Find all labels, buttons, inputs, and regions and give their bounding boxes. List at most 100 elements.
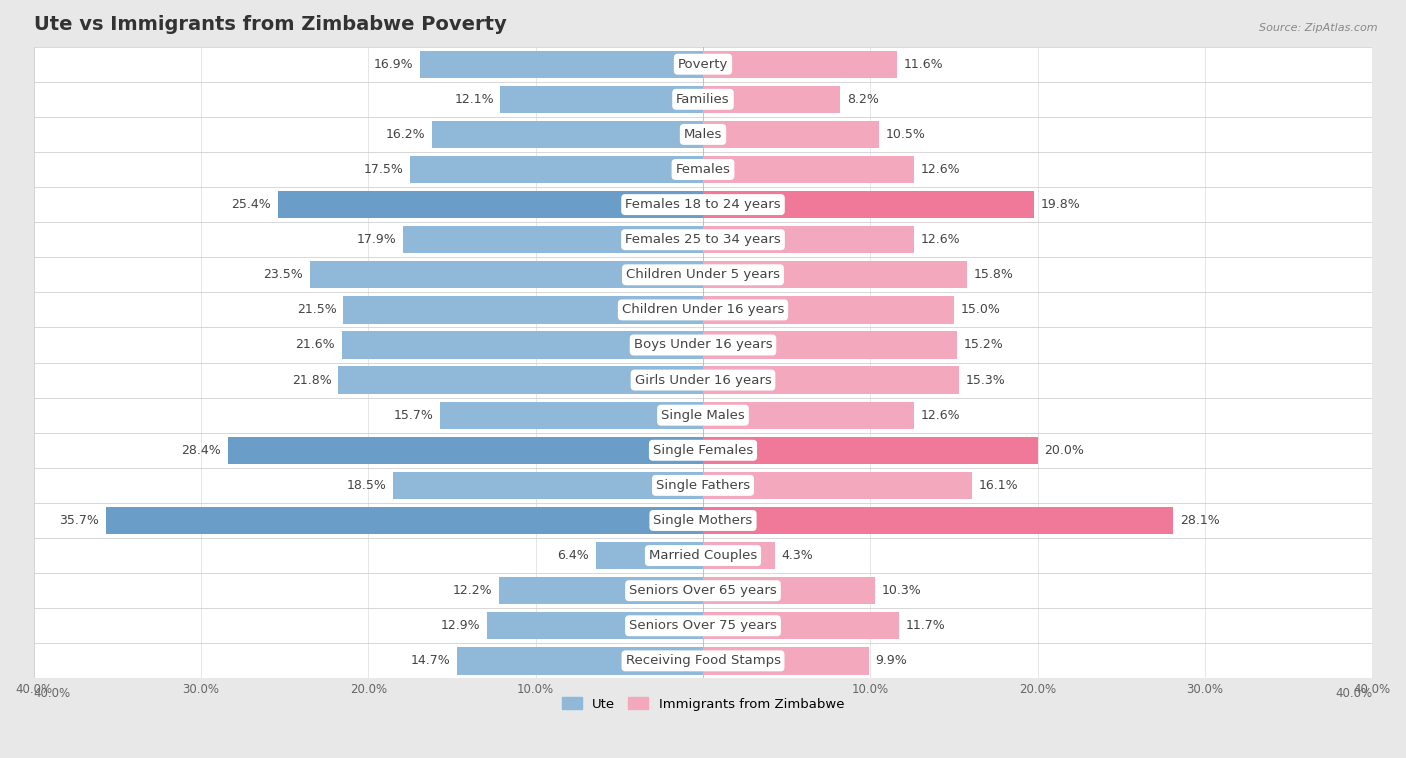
Bar — [228, 437, 703, 464]
Text: 40.0%: 40.0% — [1336, 688, 1372, 700]
Text: 19.8%: 19.8% — [1040, 198, 1081, 211]
Text: 18.5%: 18.5% — [347, 479, 387, 492]
Bar — [34, 293, 1372, 327]
Bar — [457, 647, 703, 675]
Bar — [703, 366, 959, 393]
Bar — [703, 121, 879, 148]
Text: Children Under 16 years: Children Under 16 years — [621, 303, 785, 316]
Text: Females 25 to 34 years: Females 25 to 34 years — [626, 233, 780, 246]
Bar — [703, 191, 1035, 218]
Bar — [34, 362, 1372, 398]
Text: 9.9%: 9.9% — [876, 654, 907, 667]
Text: 15.0%: 15.0% — [960, 303, 1001, 316]
Text: 15.7%: 15.7% — [394, 409, 433, 421]
Text: Married Couples: Married Couples — [650, 549, 756, 562]
Text: Males: Males — [683, 128, 723, 141]
Text: 15.3%: 15.3% — [966, 374, 1005, 387]
Text: 40.0%: 40.0% — [34, 688, 70, 700]
Text: Children Under 5 years: Children Under 5 years — [626, 268, 780, 281]
Bar — [420, 51, 703, 78]
Text: 11.6%: 11.6% — [904, 58, 943, 70]
Text: 6.4%: 6.4% — [557, 549, 589, 562]
Text: 12.6%: 12.6% — [921, 163, 960, 176]
Text: Seniors Over 65 years: Seniors Over 65 years — [628, 584, 778, 597]
Text: 4.3%: 4.3% — [782, 549, 814, 562]
Bar — [501, 86, 703, 113]
Text: Families: Families — [676, 92, 730, 106]
Text: Single Females: Single Females — [652, 443, 754, 457]
Bar — [309, 261, 703, 289]
Bar — [703, 471, 973, 499]
Bar — [342, 331, 703, 359]
Text: 12.6%: 12.6% — [921, 409, 960, 421]
Bar — [34, 573, 1372, 608]
Bar — [105, 507, 703, 534]
Bar — [703, 437, 1038, 464]
Bar — [703, 261, 967, 289]
Text: 25.4%: 25.4% — [232, 198, 271, 211]
Text: 23.5%: 23.5% — [263, 268, 304, 281]
Bar — [34, 468, 1372, 503]
Text: 16.2%: 16.2% — [385, 128, 425, 141]
Bar — [278, 191, 703, 218]
Text: 28.1%: 28.1% — [1180, 514, 1220, 527]
Bar — [703, 612, 898, 640]
Bar — [703, 577, 876, 604]
Bar — [486, 612, 703, 640]
Text: 21.8%: 21.8% — [291, 374, 332, 387]
Text: Girls Under 16 years: Girls Under 16 years — [634, 374, 772, 387]
Bar — [703, 156, 914, 183]
Bar — [34, 608, 1372, 644]
Bar — [34, 222, 1372, 257]
Bar — [34, 433, 1372, 468]
Text: Receiving Food Stamps: Receiving Food Stamps — [626, 654, 780, 667]
Text: 20.0%: 20.0% — [1045, 443, 1084, 457]
Text: 35.7%: 35.7% — [59, 514, 98, 527]
Text: Females: Females — [675, 163, 731, 176]
Bar — [596, 542, 703, 569]
Text: 17.9%: 17.9% — [357, 233, 396, 246]
Bar — [34, 398, 1372, 433]
Text: Poverty: Poverty — [678, 58, 728, 70]
Text: 12.6%: 12.6% — [921, 233, 960, 246]
Text: Ute vs Immigrants from Zimbabwe Poverty: Ute vs Immigrants from Zimbabwe Poverty — [34, 15, 506, 34]
Text: 8.2%: 8.2% — [846, 92, 879, 106]
Bar — [34, 257, 1372, 293]
Text: 15.2%: 15.2% — [965, 339, 1004, 352]
Text: Single Fathers: Single Fathers — [657, 479, 749, 492]
Text: 17.5%: 17.5% — [364, 163, 404, 176]
Bar — [34, 117, 1372, 152]
Bar — [432, 121, 703, 148]
Text: Boys Under 16 years: Boys Under 16 years — [634, 339, 772, 352]
Text: 16.1%: 16.1% — [979, 479, 1019, 492]
Text: 21.5%: 21.5% — [297, 303, 336, 316]
Bar — [440, 402, 703, 429]
Bar — [703, 507, 1173, 534]
Text: 12.9%: 12.9% — [441, 619, 481, 632]
Text: 11.7%: 11.7% — [905, 619, 945, 632]
Bar — [34, 82, 1372, 117]
Bar — [703, 647, 869, 675]
Bar — [34, 47, 1372, 82]
Text: Single Mothers: Single Mothers — [654, 514, 752, 527]
Text: 15.8%: 15.8% — [974, 268, 1014, 281]
Bar — [34, 644, 1372, 678]
Text: Seniors Over 75 years: Seniors Over 75 years — [628, 619, 778, 632]
Text: 16.9%: 16.9% — [374, 58, 413, 70]
Bar — [411, 156, 703, 183]
Bar — [703, 51, 897, 78]
Bar — [499, 577, 703, 604]
Bar — [34, 538, 1372, 573]
Bar — [404, 226, 703, 253]
Legend: Ute, Immigrants from Zimbabwe: Ute, Immigrants from Zimbabwe — [557, 692, 849, 716]
Text: 12.1%: 12.1% — [454, 92, 494, 106]
Bar — [703, 296, 955, 324]
Bar — [34, 327, 1372, 362]
Bar — [339, 366, 703, 393]
Text: 14.7%: 14.7% — [411, 654, 450, 667]
Text: 12.2%: 12.2% — [453, 584, 492, 597]
Bar — [703, 542, 775, 569]
Bar — [703, 402, 914, 429]
Bar — [34, 503, 1372, 538]
Text: Single Males: Single Males — [661, 409, 745, 421]
